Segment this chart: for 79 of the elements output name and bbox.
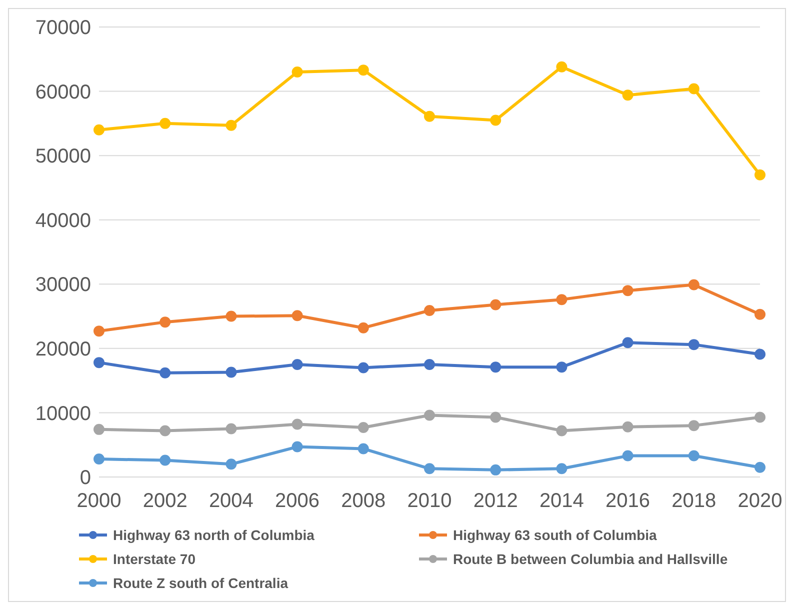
- point: [358, 443, 369, 454]
- point: [358, 362, 369, 374]
- point: [622, 285, 634, 296]
- point: [424, 410, 435, 421]
- point: [688, 339, 700, 350]
- point: [622, 450, 634, 462]
- point: [160, 454, 171, 466]
- point: [292, 418, 303, 430]
- point: [754, 169, 766, 180]
- point: [226, 310, 237, 322]
- point: [688, 450, 700, 462]
- x-tick-label: 2008: [341, 490, 386, 512]
- x-tick-label: 2000: [76, 490, 122, 512]
- legend-label: Route Z south of Centralia: [113, 575, 288, 591]
- point: [94, 326, 104, 337]
- point: [622, 90, 634, 101]
- point: [490, 114, 502, 126]
- x-tick-label: 2006: [275, 490, 320, 512]
- x-tick-label: 2016: [606, 490, 650, 512]
- point: [226, 458, 237, 470]
- point: [160, 316, 171, 328]
- point: [754, 348, 766, 360]
- point: [622, 337, 634, 348]
- point: [160, 367, 171, 378]
- y-tick-label: 0: [80, 467, 91, 490]
- point: [226, 120, 237, 131]
- y-tick-label: 20000: [35, 338, 91, 361]
- point: [688, 83, 700, 94]
- legend-label: Highway 63 north of Columbia: [113, 527, 314, 543]
- point: [490, 412, 502, 423]
- x-tick-label: 2002: [142, 490, 188, 512]
- legend-label: Highway 63 south of Columbia: [453, 527, 657, 543]
- point: [424, 305, 435, 316]
- y-tick-label: 10000: [35, 402, 91, 425]
- point: [556, 294, 568, 306]
- point: [424, 463, 435, 474]
- point: [358, 64, 369, 76]
- point: [754, 412, 766, 423]
- point: [424, 359, 435, 370]
- point: [556, 61, 568, 72]
- x-tick-label: 2018: [672, 490, 716, 512]
- point: [490, 299, 502, 310]
- point: [424, 110, 435, 122]
- y-tick-label: 60000: [35, 81, 91, 104]
- point: [292, 310, 303, 322]
- point: [622, 421, 634, 432]
- point: [160, 425, 171, 436]
- point: [754, 308, 766, 320]
- x-tick-label: 2014: [539, 490, 584, 512]
- x-tick-label: 2004: [208, 490, 254, 512]
- point: [94, 454, 104, 464]
- point: [94, 357, 104, 368]
- y-tick-label: 40000: [35, 210, 91, 232]
- point: [490, 464, 502, 476]
- point: [688, 420, 700, 432]
- point: [226, 423, 237, 434]
- legend-label: Route B between Columbia and Hallsville: [453, 551, 728, 567]
- point: [358, 422, 369, 433]
- point: [292, 441, 303, 452]
- point: [94, 424, 104, 435]
- point: [292, 66, 303, 78]
- y-tick-label: 50000: [35, 146, 91, 168]
- x-tick-label: 2020: [738, 490, 782, 512]
- point: [490, 362, 502, 373]
- point: [94, 124, 104, 136]
- point: [226, 366, 237, 378]
- point: [556, 463, 568, 474]
- point: [358, 322, 369, 334]
- point: [160, 118, 171, 129]
- point: [292, 359, 303, 370]
- point: [556, 425, 568, 436]
- y-tick-label: 30000: [35, 274, 91, 296]
- x-tick-label: 2012: [473, 490, 518, 512]
- x-tick-label: 2010: [407, 490, 452, 512]
- y-tick-label: 70000: [35, 17, 91, 40]
- point: [556, 362, 568, 373]
- point: [688, 279, 700, 290]
- legend-label: Interstate 70: [113, 551, 196, 567]
- point: [754, 462, 766, 473]
